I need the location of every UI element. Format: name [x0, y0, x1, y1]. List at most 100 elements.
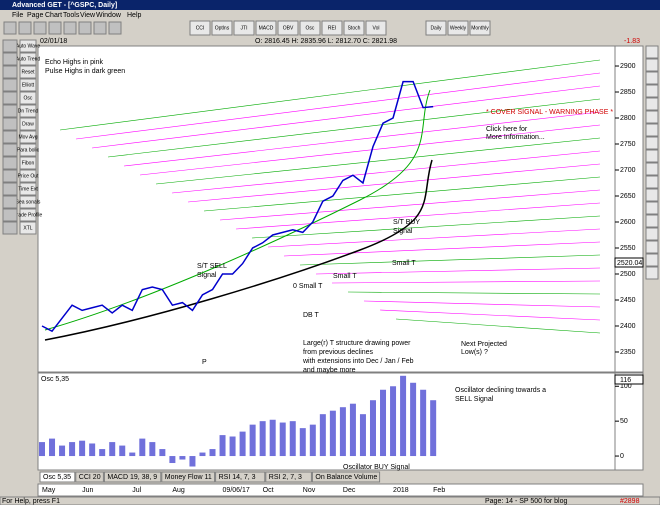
- menu-item[interactable]: Tools: [63, 12, 80, 19]
- menu-item[interactable]: Window: [96, 12, 122, 19]
- tool-label: Osc: [24, 95, 33, 101]
- oscillator-bar: [169, 456, 176, 464]
- right-tool[interactable]: [645, 175, 659, 189]
- right-tool[interactable]: [645, 84, 659, 98]
- menu-item[interactable]: Chart: [45, 12, 62, 19]
- tool-button[interactable]: [19, 143, 37, 157]
- tab[interactable]: [265, 471, 312, 483]
- tool-icon[interactable]: [2, 221, 18, 235]
- tab[interactable]: [161, 471, 216, 483]
- toolbar-icon[interactable]: [63, 21, 77, 35]
- annotation[interactable]: Click here for: [486, 126, 528, 133]
- tool-button[interactable]: [19, 221, 37, 235]
- toolbar-button[interactable]: [211, 20, 233, 36]
- annotation: Next Projected: [461, 341, 507, 348]
- menu-item[interactable]: Page: [27, 12, 43, 19]
- tool-icon[interactable]: [2, 104, 18, 118]
- tool-icon[interactable]: [2, 39, 18, 53]
- toolbar-button[interactable]: [365, 20, 387, 36]
- tab[interactable]: [311, 471, 381, 483]
- info-change: -1.83: [624, 38, 640, 45]
- right-tool[interactable]: [645, 136, 659, 150]
- tool-button[interactable]: [19, 91, 37, 105]
- tool-icon[interactable]: [2, 117, 18, 131]
- tool-icon[interactable]: [2, 208, 18, 222]
- tool-icon[interactable]: [2, 156, 18, 170]
- right-tool[interactable]: [645, 240, 659, 254]
- toolbar-label: JTI: [241, 25, 248, 31]
- right-tool[interactable]: [645, 110, 659, 124]
- tool-icon[interactable]: [2, 182, 18, 196]
- tool-button[interactable]: [19, 182, 37, 196]
- tool-icon[interactable]: [2, 143, 18, 157]
- x-tick-label: Aug: [172, 487, 185, 494]
- tool-icon[interactable]: [2, 78, 18, 92]
- y-tick-label: 0: [620, 453, 624, 460]
- menu-item[interactable]: Help: [127, 12, 142, 19]
- toolbar-button[interactable]: [189, 20, 211, 36]
- annotation: Pulse Highs in dark green: [45, 68, 125, 75]
- tool-icon[interactable]: [2, 65, 18, 79]
- toolbar-button[interactable]: [343, 20, 365, 36]
- tool-icon[interactable]: [2, 169, 18, 183]
- toolbar-icon[interactable]: [108, 21, 122, 35]
- toolbar-icon[interactable]: [3, 21, 17, 35]
- tool-icon[interactable]: [2, 195, 18, 209]
- right-tool[interactable]: [645, 71, 659, 85]
- right-tool[interactable]: [645, 188, 659, 202]
- right-tool[interactable]: [645, 58, 659, 72]
- toolbar-icon[interactable]: [48, 21, 62, 35]
- right-tool[interactable]: [645, 149, 659, 163]
- menu-item[interactable]: File: [12, 12, 23, 19]
- tool-icon[interactable]: [2, 130, 18, 144]
- right-tool[interactable]: [645, 97, 659, 111]
- toolbar-button[interactable]: [469, 20, 491, 36]
- oscillator-bar: [89, 443, 96, 457]
- tool-button[interactable]: [19, 78, 37, 92]
- y-tick-label: 2750: [620, 141, 636, 148]
- tool-button[interactable]: [19, 52, 37, 66]
- right-tool[interactable]: [645, 266, 659, 280]
- toolbar-icon[interactable]: [78, 21, 92, 35]
- tool-button[interactable]: [19, 65, 37, 79]
- tab[interactable]: [39, 471, 76, 483]
- price-tag-label: 2520.04: [617, 260, 642, 267]
- toolbar-button[interactable]: [447, 20, 469, 36]
- tab[interactable]: [215, 471, 266, 483]
- right-tool[interactable]: [645, 253, 659, 267]
- tool-label: Trade Profile: [14, 212, 43, 218]
- right-tool[interactable]: [645, 214, 659, 228]
- tool-button[interactable]: [19, 208, 37, 222]
- tool-button[interactable]: [19, 130, 37, 144]
- tool-button[interactable]: [19, 39, 37, 53]
- tab[interactable]: [103, 471, 162, 483]
- tool-icon[interactable]: [2, 91, 18, 105]
- info-ohlc: O: 2816.45 H: 2835.96 L: 2812.70 C: 2821…: [255, 38, 397, 45]
- right-tool[interactable]: [645, 162, 659, 176]
- toolbar-button[interactable]: [255, 20, 277, 36]
- tab-label: MACD 19, 38, 9: [107, 474, 157, 481]
- toolbar-icon[interactable]: [18, 21, 32, 35]
- menu-item[interactable]: View: [80, 12, 96, 19]
- tool-button[interactable]: [19, 169, 37, 183]
- right-tool[interactable]: [645, 201, 659, 215]
- tool-button[interactable]: [19, 117, 37, 131]
- annotation[interactable]: More Information...: [486, 134, 545, 141]
- tool-button[interactable]: [19, 104, 37, 118]
- toolbar-button[interactable]: [233, 20, 255, 36]
- toolbar-icon[interactable]: [33, 21, 47, 35]
- tool-button[interactable]: [19, 195, 37, 209]
- right-tool[interactable]: [645, 45, 659, 59]
- tool-button[interactable]: [19, 156, 37, 170]
- toolbar-icon[interactable]: [93, 21, 107, 35]
- tool-label: Price Out: [18, 173, 39, 179]
- right-tool[interactable]: [645, 123, 659, 137]
- toolbar-button[interactable]: [425, 20, 447, 36]
- toolbar-button[interactable]: [321, 20, 343, 36]
- toolbar-button[interactable]: [299, 20, 321, 36]
- tool-icon[interactable]: [2, 52, 18, 66]
- right-tool[interactable]: [645, 227, 659, 241]
- toolbar-button[interactable]: [277, 20, 299, 36]
- tab[interactable]: [75, 471, 104, 483]
- annotation: Small T: [333, 273, 357, 280]
